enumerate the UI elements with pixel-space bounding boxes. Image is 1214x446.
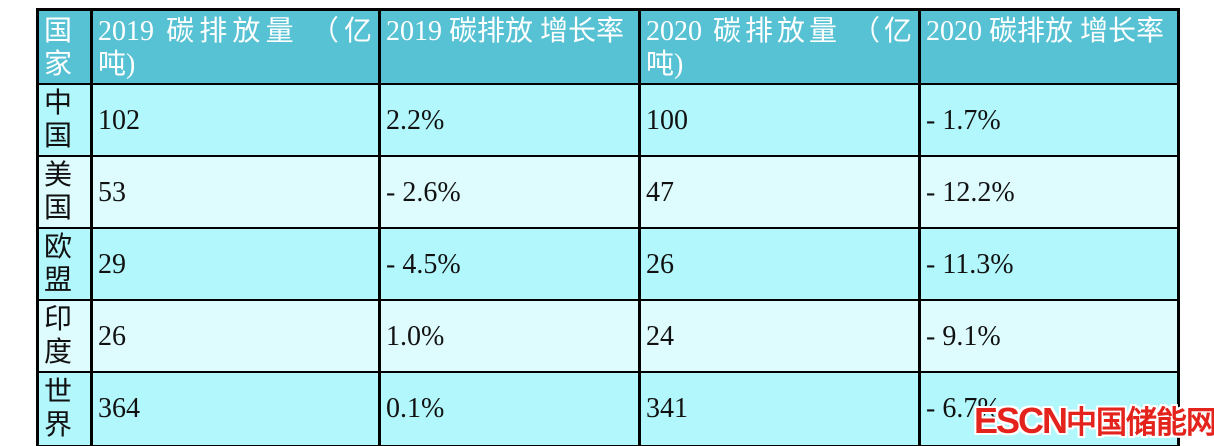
column-header-country: 国家 [36, 8, 93, 85]
cell-2019-emission: 102 [90, 83, 381, 157]
cell-2020-emission: 26 [638, 227, 921, 301]
cell-2019-emission: 29 [90, 227, 381, 301]
cell-2019-growth: 2.2% [378, 83, 641, 157]
cell-2019-growth: 1.0% [378, 299, 641, 373]
cell-2019-emission: 364 [90, 371, 381, 446]
escn-watermark-logo: ESCN中国储能网 [974, 402, 1214, 442]
cell-2020-growth: - 6.7% [918, 371, 1180, 446]
emissions-table: 国家 2019 碳排放量 （亿吨) 2019 碳排放 增长率 2020 碳排放量… [36, 8, 1180, 446]
cell-country: 印度 [36, 299, 93, 373]
cell-2020-growth: - 1.7% [918, 83, 1180, 157]
cell-country: 欧盟 [36, 227, 93, 301]
cell-country: 世界 [36, 371, 93, 446]
cell-2020-growth: - 9.1% [918, 299, 1180, 373]
cell-2020-emission: 341 [638, 371, 921, 446]
table-row-eu: 欧盟 29 - 4.5% 26 - 11.3% [36, 227, 1180, 301]
cell-2020-growth: - 11.3% [918, 227, 1180, 301]
cell-2019-emission: 26 [90, 299, 381, 373]
cell-2019-emission: 53 [90, 155, 381, 229]
cell-2020-emission: 100 [638, 83, 921, 157]
cell-country: 美国 [36, 155, 93, 229]
table-row-china: 中国 102 2.2% 100 - 1.7% [36, 83, 1180, 157]
column-header-2019-emission: 2019 碳排放量 （亿吨) [90, 8, 381, 85]
escn-logo-latin-text: ESCN [974, 400, 1068, 441]
escn-logo-cjk-text: 中国储能网 [1066, 405, 1214, 440]
column-header-2020-emission: 2020 碳排放量 （亿吨) [638, 8, 921, 85]
cell-2019-growth: - 2.6% [378, 155, 641, 229]
table-row-india: 印度 26 1.0% 24 - 9.1% [36, 299, 1180, 373]
cell-country: 中国 [36, 83, 93, 157]
column-header-2020-growth: 2020 碳排放 增长率 [918, 8, 1180, 85]
cell-2020-growth: - 12.2% [918, 155, 1180, 229]
column-header-2019-growth: 2019 碳排放 增长率 [378, 8, 641, 85]
cell-2020-emission: 47 [638, 155, 921, 229]
table-row-world: 世界 364 0.1% 341 - 6.7% [36, 371, 1180, 446]
cell-2019-growth: - 4.5% [378, 227, 641, 301]
cell-2019-growth: 0.1% [378, 371, 641, 446]
table-row-usa: 美国 53 - 2.6% 47 - 12.2% [36, 155, 1180, 229]
cell-2020-emission: 24 [638, 299, 921, 373]
header-row: 国家 2019 碳排放量 （亿吨) 2019 碳排放 增长率 2020 碳排放量… [36, 8, 1180, 85]
